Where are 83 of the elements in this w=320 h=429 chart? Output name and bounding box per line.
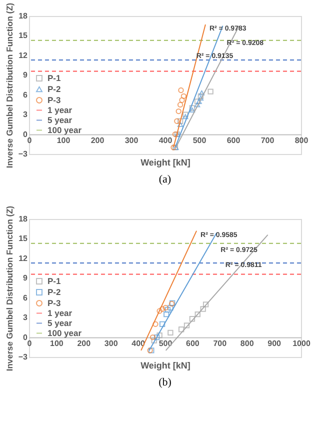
point xyxy=(198,90,205,96)
x-tick-label: 700 xyxy=(213,338,228,348)
point xyxy=(159,321,166,327)
x-tick-label: 600 xyxy=(226,136,241,145)
x-tick-label: 100 xyxy=(56,136,71,145)
text: (a) xyxy=(158,174,172,186)
x-tick-label: 200 xyxy=(90,136,105,145)
point xyxy=(194,311,200,318)
x-tick-label: 800 xyxy=(240,338,254,348)
x-tick-label: 300 xyxy=(104,338,118,348)
y-tick-label: 12 xyxy=(18,50,28,60)
x-tick-label: 800 xyxy=(294,136,309,145)
x-axis-title: Weight [kN] xyxy=(140,158,190,168)
y-tick-label: 6 xyxy=(23,293,28,302)
legend-label: 100 year xyxy=(48,125,82,136)
y-tick-label: 0 xyxy=(23,130,28,139)
point xyxy=(189,316,196,322)
point xyxy=(164,311,170,318)
y-tick-label: 0 xyxy=(23,332,28,342)
point xyxy=(150,334,156,340)
x-tick-label: 900 xyxy=(268,338,282,348)
x-tick-label: 500 xyxy=(158,338,173,348)
y-axis-title: Inverse Gumbel Distribution Function (Z) xyxy=(4,2,14,168)
y-tick-label: 9 xyxy=(23,70,28,80)
point xyxy=(208,88,214,94)
legend-label: P-2 xyxy=(48,287,61,298)
point xyxy=(156,332,162,338)
y-axis-title: Inverse Gumbel Distribution Function (Z) xyxy=(4,206,14,372)
point xyxy=(200,306,206,312)
x-tick-label: 200 xyxy=(77,338,92,348)
legend-label: P-3 xyxy=(48,298,61,308)
point xyxy=(164,306,171,313)
legend-label: 5 year xyxy=(48,318,73,328)
x-tick-label: 400 xyxy=(158,136,173,145)
x-tick-label: 100 xyxy=(50,338,64,348)
x-axis-title: Weight [kN] xyxy=(140,360,190,370)
y-tick-label: 18 xyxy=(18,214,28,224)
legend-label: P-1 xyxy=(48,276,61,286)
point xyxy=(178,87,184,94)
point xyxy=(154,334,160,340)
x-tick-label: 600 xyxy=(186,338,200,348)
legend-label: 100 year xyxy=(48,328,82,338)
point xyxy=(177,102,184,108)
legend-label: P-2 xyxy=(48,84,61,94)
point xyxy=(184,322,190,328)
legend-label: P-1 xyxy=(48,73,61,84)
x-tick-label: 1000 xyxy=(292,338,311,348)
point xyxy=(179,97,185,103)
point xyxy=(156,308,162,314)
y-tick-label: 9 xyxy=(23,274,28,283)
point xyxy=(152,321,158,327)
y-tick-label: 3 xyxy=(23,313,28,322)
point xyxy=(177,118,184,124)
y-tick-label: 15 xyxy=(18,31,28,40)
legend-label: 1 year xyxy=(48,105,73,116)
text: (b) xyxy=(158,376,172,389)
point xyxy=(168,304,174,311)
point xyxy=(182,114,188,120)
y-tick-label: 15 xyxy=(18,234,28,244)
point xyxy=(174,118,180,124)
x-tick-label: 700 xyxy=(260,136,275,145)
y-tick-label: −3 xyxy=(18,150,28,158)
point xyxy=(151,338,157,344)
y-tick-label: 6 xyxy=(23,90,28,100)
y-tick-label: 18 xyxy=(18,12,28,20)
x-tick-label: 500 xyxy=(192,136,207,145)
legend-label: P-3 xyxy=(48,95,61,106)
point xyxy=(194,102,200,108)
point xyxy=(202,302,209,308)
point xyxy=(178,326,184,332)
legend-label: 5 year xyxy=(48,115,73,126)
point xyxy=(168,330,174,336)
point xyxy=(180,93,187,100)
y-tick-label: −3 xyxy=(18,352,28,362)
point xyxy=(177,122,184,127)
point xyxy=(159,306,166,312)
y-tick-label: 12 xyxy=(18,254,28,263)
y-tick-label: 3 xyxy=(23,110,28,120)
x-tick-label: 300 xyxy=(124,136,139,145)
point xyxy=(198,96,204,101)
legend-label: 1 year xyxy=(48,308,73,318)
point xyxy=(162,304,168,311)
point xyxy=(176,108,182,114)
